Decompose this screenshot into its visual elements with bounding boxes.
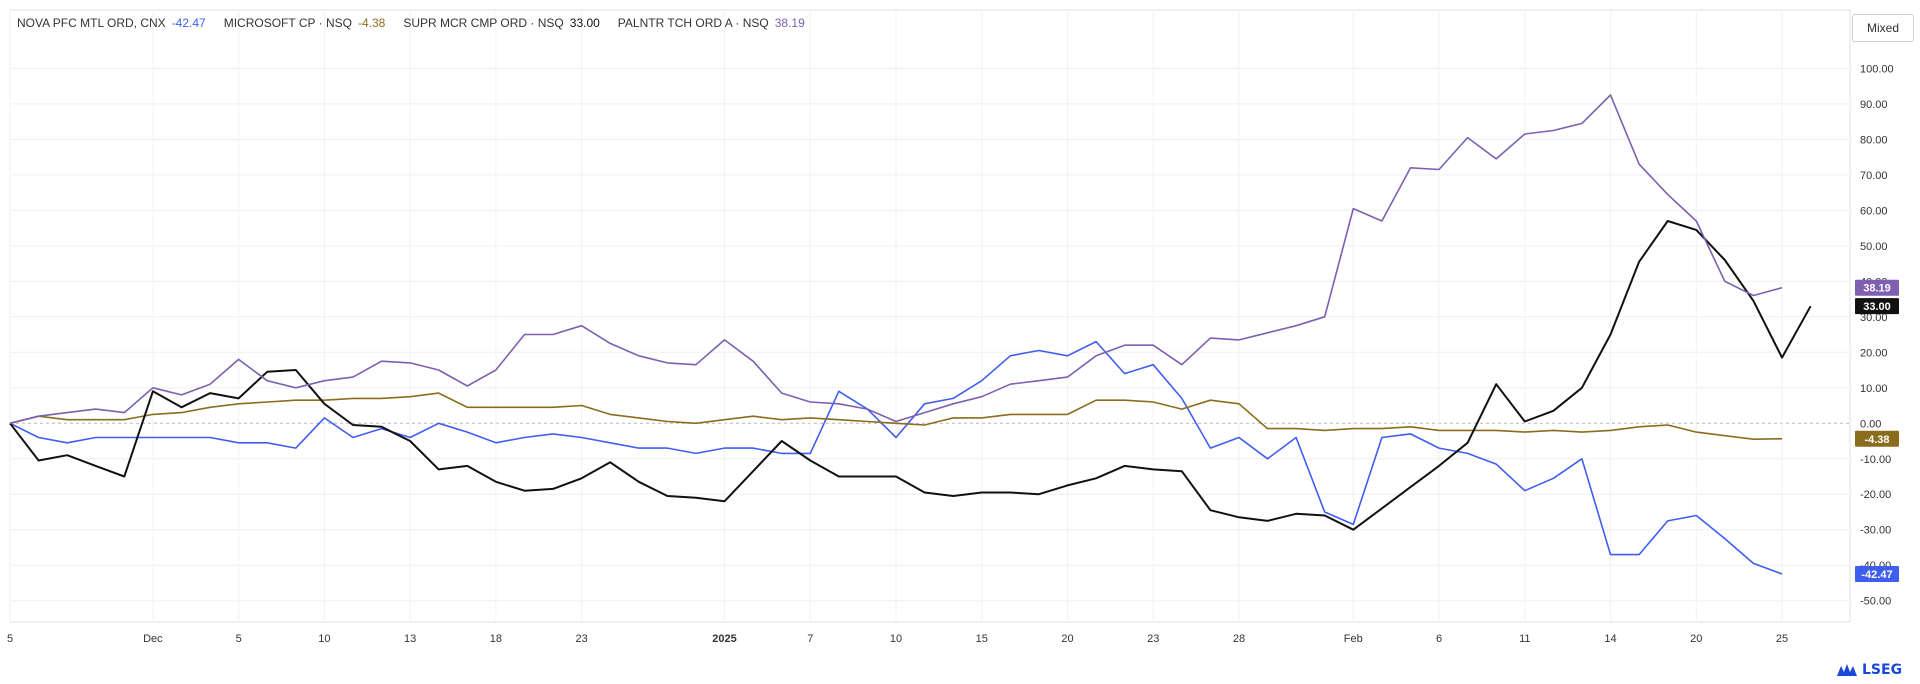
x-tick-label: 11 <box>1519 633 1530 645</box>
price-tag-label: -42.47 <box>1861 569 1892 581</box>
y-tick-label: 0.00 <box>1860 418 1881 430</box>
price-tag-0 <box>1855 565 1899 582</box>
logo-text: LSEG <box>1862 662 1903 678</box>
x-axis: 5 Dec 5 10 13 18 23 2025 7 10 15 20 23 28 Feb 6 11 14 20 25 <box>7 633 1788 645</box>
y-tick-label: 100.00 <box>1860 63 1894 75</box>
y-tick-label: 80.00 <box>1860 134 1888 146</box>
legend-value: 33.00 <box>569 16 600 30</box>
x-tick-label: 25 <box>1776 633 1788 645</box>
y-tick-label: -30.00 <box>1860 525 1891 537</box>
legend-value: 38.19 <box>774 16 805 30</box>
price-tag-3 <box>1855 279 1899 296</box>
legend-label: NOVA PFC MTL ORD, CNX <box>17 16 166 30</box>
x-tick-label: 23 <box>1147 633 1159 645</box>
x-tick-label: Dec <box>143 633 163 645</box>
x-tick-label: 18 <box>490 633 502 645</box>
legend-item-nova[interactable]: NOVA PFC MTL ORD, CNX -42.47 <box>17 16 206 30</box>
legend: NOVA PFC MTL ORD, CNX -42.47 MICROSOFT C… <box>17 16 805 30</box>
series-line-2[interactable] <box>9 220 1812 531</box>
price-tag-label: 33.00 <box>1863 301 1891 313</box>
x-tick-label: 10 <box>890 633 902 645</box>
x-tick-label: 5 <box>7 633 13 645</box>
x-tick-label: 10 <box>318 633 330 645</box>
legend-value: -42.47 <box>171 16 206 30</box>
y-tick-label: -50.00 <box>1860 596 1891 608</box>
x-tick-label: 15 <box>976 633 988 645</box>
x-tick-label: 2025 <box>712 633 736 645</box>
x-tick-label: Feb <box>1344 633 1363 645</box>
y-tick-label: 30.00 <box>1860 312 1888 324</box>
y-tick-label: -20.00 <box>1860 489 1891 501</box>
x-tick-label: 23 <box>575 633 587 645</box>
legend-label: PALNTR TCH ORD A · NSQ <box>617 16 769 30</box>
series-line-3[interactable] <box>9 94 1783 425</box>
price-tag-label: 38.19 <box>1863 283 1891 295</box>
x-tick-label: 14 <box>1604 633 1616 645</box>
legend-value: -4.38 <box>357 16 386 30</box>
y-tick-label: 70.00 <box>1860 170 1888 182</box>
y-tick-label: -10.00 <box>1860 454 1891 466</box>
x-tick-label: 7 <box>807 633 813 645</box>
legend-label: MICROSOFT CP · NSQ <box>223 16 352 30</box>
price-tag-2 <box>1855 298 1899 315</box>
legend-item-supermicro[interactable]: SUPR MCR CMP ORD · NSQ 33.00 <box>403 16 599 30</box>
x-tick-label: 28 <box>1233 633 1245 645</box>
price-labels: -42.47 -4.38 33.00 38.19 <box>1855 279 1899 582</box>
plot-frame <box>9 9 1851 623</box>
x-tick-label: 20 <box>1061 633 1073 645</box>
y-tick-label: 60.00 <box>1860 205 1888 217</box>
y-tick-label: 50.00 <box>1860 241 1888 253</box>
series-line-1[interactable] <box>9 392 1783 440</box>
legend-item-palantir[interactable]: PALNTR TCH ORD A · NSQ 38.19 <box>618 16 805 30</box>
x-tick-label: 5 <box>236 633 242 645</box>
lseg-logo-icon <box>1837 664 1857 676</box>
price-tag-1 <box>1855 430 1899 447</box>
series-line-0[interactable] <box>9 340 1783 575</box>
y-tick-label: 10.00 <box>1860 383 1888 395</box>
legend-label: SUPR MCR CMP ORD · NSQ <box>403 16 564 30</box>
x-tick-label: 6 <box>1436 633 1442 645</box>
series-lines[interactable] <box>9 94 1812 575</box>
scale-mode-button[interactable]: Mixed <box>1852 14 1914 42</box>
x-tick-label: 20 <box>1690 633 1702 645</box>
gridlines <box>9 10 1850 622</box>
y-tick-label: 90.00 <box>1860 99 1888 111</box>
x-tick-label: 13 <box>404 633 416 645</box>
legend-item-microsoft[interactable]: MICROSOFT CP · NSQ -4.38 <box>224 16 386 30</box>
lseg-logo: LSEG <box>1836 662 1902 678</box>
price-tag-label: -4.38 <box>1864 434 1889 446</box>
y-axis: 100.0090.0080.0070.0060.0050.0040.0030.0… <box>1860 63 1894 607</box>
y-tick-label: 20.00 <box>1860 347 1888 359</box>
